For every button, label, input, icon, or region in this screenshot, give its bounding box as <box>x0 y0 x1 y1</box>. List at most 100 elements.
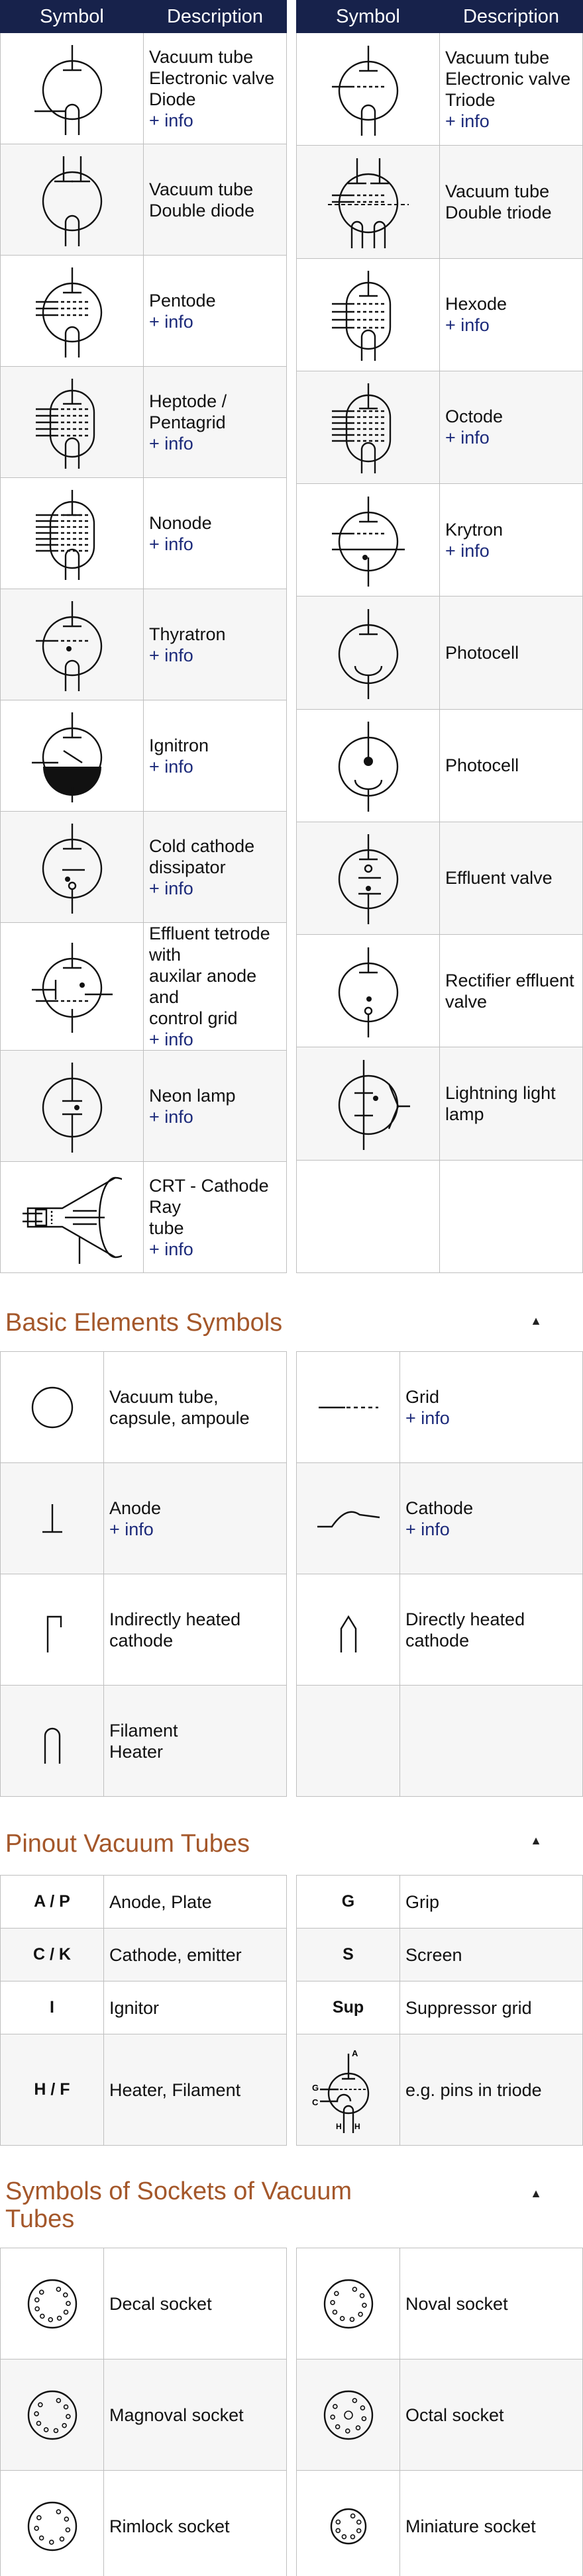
table-row: Neon lamp + info <box>0 1050 287 1162</box>
filament-icon <box>0 1685 104 1797</box>
description-cell: Noval socket <box>399 2248 583 2360</box>
description-cell: Krytron + info <box>439 483 583 597</box>
more-info-link[interactable]: + info <box>445 540 490 561</box>
table-row: Ignitron + info <box>0 700 287 812</box>
description-cell: Indirectly heated cathode <box>103 1574 287 1686</box>
description-cell: Nonode + info <box>143 477 287 589</box>
description-line: Octode <box>445 406 504 427</box>
pinout-heading: Pinout Vacuum Tubes ▲ <box>0 1797 583 1875</box>
table-row: Magnoval socket <box>0 2359 287 2471</box>
back-to-top-arrow[interactable]: ▲ <box>530 1314 542 1327</box>
socket-description: Noval socket <box>405 2293 508 2314</box>
description-cell: Grip <box>399 1875 583 1929</box>
socket-description: Magnoval socket <box>109 2405 244 2425</box>
magnoval-socket-icon <box>0 2359 104 2471</box>
more-info-link[interactable]: + info <box>445 111 490 131</box>
pin-symbol: G <box>341 1892 355 1911</box>
description-line: Neon lamp <box>149 1085 236 1106</box>
more-info-link[interactable]: + info <box>149 311 193 332</box>
description-line: Hexode <box>445 294 507 314</box>
more-info-link[interactable]: + info <box>445 315 490 336</box>
description-cell: Suppressor grid <box>399 1981 583 2034</box>
description-line: Vacuum tube <box>149 46 254 67</box>
pin-description: Heater, Filament <box>109 2079 241 2100</box>
diode-tube-icon <box>0 32 144 144</box>
description-line: Effluent valve <box>445 868 553 888</box>
table-row: Decal socket <box>0 2248 287 2360</box>
table-row: Octode + info <box>296 370 583 485</box>
pin-symbol: I <box>50 1998 54 2017</box>
more-info-link[interactable]: + info <box>149 756 193 777</box>
more-info-link[interactable]: + info <box>149 1029 193 1049</box>
more-info-link[interactable]: + info <box>149 645 193 665</box>
empty-symbol <box>296 1159 440 1274</box>
pin-description: e.g. pins in triode <box>405 2079 542 2100</box>
more-info-link[interactable]: + info <box>405 1519 450 1539</box>
table-row: Cathode + info <box>296 1462 583 1574</box>
socket-description: Miniature socket <box>405 2516 536 2536</box>
more-info-link[interactable]: + info <box>445 428 490 448</box>
krytron-icon <box>296 483 440 597</box>
description-cell: Grid + info <box>399 1351 583 1463</box>
description-cell: Hexode + info <box>439 258 583 371</box>
back-to-top-arrow[interactable]: ▲ <box>530 2187 542 2200</box>
octode-icon <box>296 370 440 485</box>
description-cell: Vacuum tube Double diode <box>143 144 287 256</box>
tube-symbols-table-right: Symbol Description Vacuum tube Electronic… <box>296 0 583 1274</box>
hexode-icon <box>296 258 440 371</box>
more-info-link[interactable]: + info <box>149 1239 193 1259</box>
description-line: Rectifier effluent <box>445 970 574 990</box>
sockets-table-left: Decal socket Magnoval socket Rimlock socke… <box>0 2248 287 2576</box>
description-line: Heptode / Pentagrid <box>149 391 227 432</box>
description-cell: Ignitor <box>103 1981 287 2034</box>
more-info-link[interactable]: + info <box>149 1106 193 1127</box>
description-cell: Pentode + info <box>143 255 287 367</box>
description-cell: Cold cathode dissipator + info <box>143 811 287 923</box>
basic-elements-table-right: Grid + info Cathode + info Directly heated ca… <box>296 1351 583 1797</box>
table-row: Vacuum tube Electronic valve Triode + info <box>296 32 583 146</box>
double-diode-tube-icon <box>0 144 144 256</box>
more-info-link[interactable]: + info <box>149 878 193 898</box>
description-line: Cathode <box>405 1498 474 1518</box>
description-line: Photocell <box>445 755 519 776</box>
more-info-link[interactable]: + info <box>405 1407 450 1428</box>
table-row: Filament Heater <box>0 1685 287 1797</box>
more-info-link[interactable]: + info <box>149 433 193 453</box>
table-row: S Screen <box>296 1928 583 1981</box>
description-cell: Rectifier effluent valve <box>439 934 583 1048</box>
more-info-link[interactable]: + info <box>109 1519 154 1539</box>
table-row: Nonode + info <box>0 477 287 589</box>
pin-description: Suppressor grid <box>405 1997 532 2018</box>
ignitron-icon <box>0 700 144 812</box>
indirect-cathode-icon <box>0 1574 104 1686</box>
effluent-valve-icon <box>296 821 440 935</box>
table-row: I Ignitor <box>0 1981 287 2034</box>
table-row: Effluent valve <box>296 821 583 935</box>
basic-elements-table-left: Vacuum tube, capsule, ampoule Anode + info I… <box>0 1351 287 1797</box>
table-row: G Grip <box>296 1875 583 1929</box>
description-line: Electronic valve <box>445 68 571 89</box>
description-line: Krytron <box>445 519 504 540</box>
section-title: Symbols of Sockets of Vacuum Tubes <box>5 2177 352 2233</box>
grid-icon <box>296 1351 400 1463</box>
description-cell: e.g. pins in triode <box>399 2034 583 2146</box>
description-cell: Rimlock socket <box>103 2470 287 2576</box>
back-to-top-arrow[interactable]: ▲ <box>530 1834 542 1847</box>
tube-symbols-section: Symbol Description Vacuum tube Electronic… <box>0 0 583 1274</box>
description-line: Anode <box>109 1498 162 1518</box>
table-row: Cold cathode dissipator + info <box>0 811 287 923</box>
cathode-icon <box>296 1462 400 1574</box>
more-info-link[interactable]: + info <box>149 110 193 130</box>
pin-description: Screen <box>405 1944 462 1965</box>
socket-description: Decal socket <box>109 2293 212 2314</box>
table-row: Sup Suppressor grid <box>296 1981 583 2034</box>
pin-symbol-cell: S <box>296 1928 400 1981</box>
heptode-icon <box>0 366 144 478</box>
description-line: Indirectly heated <box>109 1609 241 1629</box>
table-row: Lightning light lamp <box>296 1047 583 1161</box>
description-line: Directly heated <box>405 1609 525 1629</box>
description-cell: Ignitron + info <box>143 700 287 812</box>
table-row: Vacuum tube, capsule, ampoule <box>0 1351 287 1463</box>
more-info-link[interactable]: + info <box>149 534 193 554</box>
